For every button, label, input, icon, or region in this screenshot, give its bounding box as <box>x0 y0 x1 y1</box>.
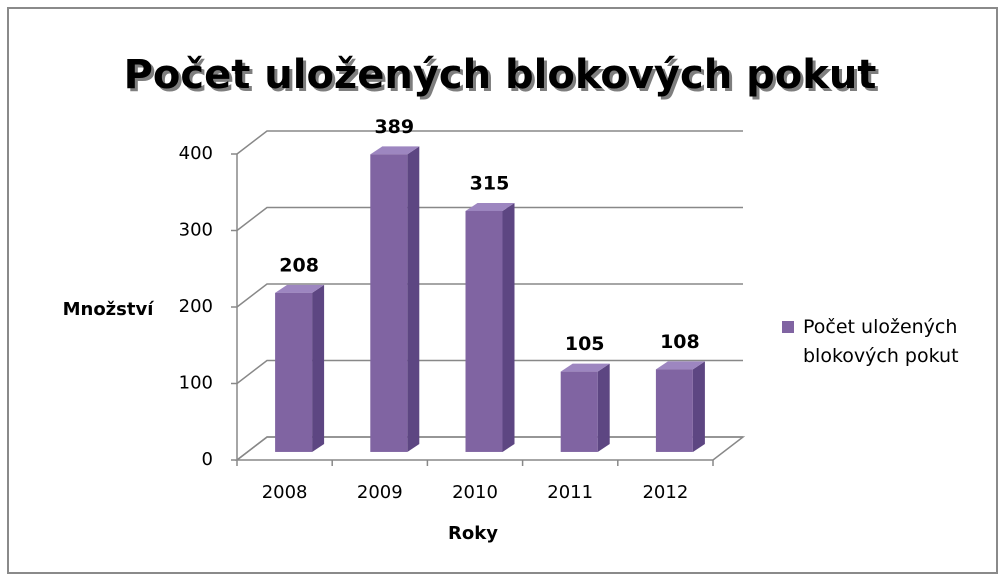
y-tick-label: 400 <box>179 143 213 164</box>
x-tick-label: 2008 <box>262 482 308 503</box>
legend-label: Počet uložených blokových pokut <box>803 316 959 367</box>
bar <box>465 210 503 452</box>
grid-line <box>236 359 743 385</box>
bar-top <box>465 202 515 211</box>
bar-side <box>407 146 420 452</box>
data-label: 315 <box>470 172 510 194</box>
x-tick-label: 2012 <box>642 482 688 503</box>
legend-swatch <box>782 321 794 333</box>
grid-line <box>236 283 743 308</box>
bar-side <box>502 202 515 452</box>
x-tick-label: 2009 <box>357 482 403 503</box>
bar-side <box>597 363 610 452</box>
bar <box>655 369 693 452</box>
data-label: 108 <box>660 331 700 353</box>
grid-line <box>236 206 743 232</box>
bar <box>560 371 598 452</box>
bar-top <box>560 363 610 372</box>
bar <box>370 154 408 452</box>
data-label: 208 <box>279 254 319 276</box>
y-tick-label: 0 <box>202 449 213 470</box>
x-axis-label: Roky <box>448 523 498 544</box>
legend: Počet uložených blokových pokut <box>782 313 993 371</box>
x-tick-label: 2010 <box>452 482 498 503</box>
data-label: 389 <box>374 116 414 138</box>
bar <box>275 292 313 452</box>
y-tick-label: 100 <box>179 373 213 394</box>
bar-top <box>655 361 705 370</box>
chart-title: Počet uložených blokových pokut <box>124 52 877 98</box>
y-tick-label: 300 <box>179 220 213 241</box>
grid-line <box>236 130 743 155</box>
bar-side <box>692 361 705 452</box>
bar-side <box>312 284 325 452</box>
data-label: 105 <box>565 333 605 355</box>
x-tick-label: 2011 <box>547 482 593 503</box>
bar-top <box>275 284 325 293</box>
bar-top <box>370 146 420 155</box>
title-shadow: Počet uložených blokových pokut <box>127 55 880 101</box>
y-axis-label: Množství <box>63 299 155 320</box>
y-tick-label: 200 <box>179 296 213 317</box>
